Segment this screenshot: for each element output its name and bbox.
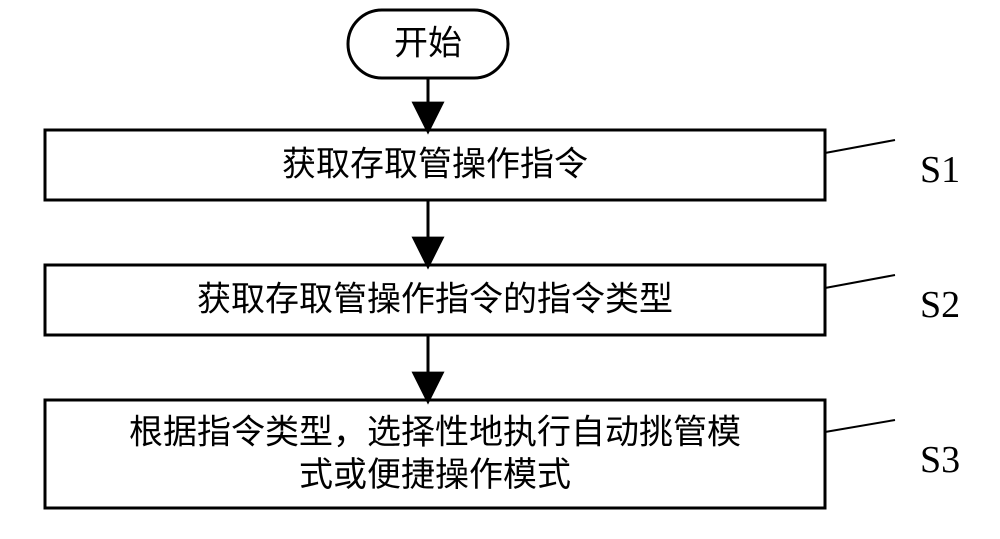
step-id-s3: S3 [920, 439, 960, 481]
step-text-s3: 根据指令类型，选择性地执行自动挑管模 [129, 413, 741, 451]
step-id-s2: S2 [920, 284, 960, 326]
step-text-s2: 获取存取管操作指令的指令类型 [197, 281, 673, 319]
step-text-s3: 式或便捷操作模式 [299, 456, 571, 494]
start-label: 开始 [394, 25, 462, 63]
step-id-s1: S1 [920, 149, 960, 191]
step-text-s1: 获取存取管操作指令 [282, 146, 588, 184]
